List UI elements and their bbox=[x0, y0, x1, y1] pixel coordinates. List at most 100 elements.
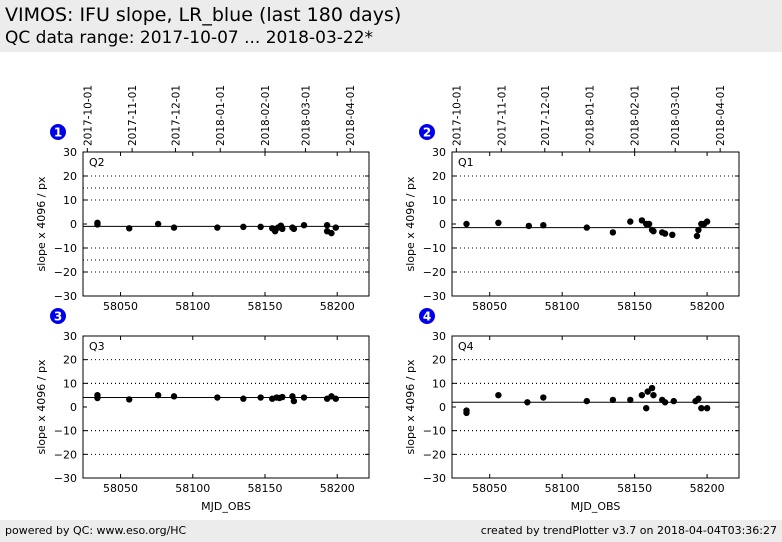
x-tick-label: 58150 bbox=[248, 300, 283, 313]
y-tick-label: −20 bbox=[54, 266, 77, 279]
y-tick-label: 10 bbox=[63, 377, 77, 390]
data-point bbox=[332, 395, 339, 402]
x-tick-label: 58100 bbox=[545, 300, 580, 313]
y-axis-label: slope x 4096 / px bbox=[35, 359, 48, 454]
data-point bbox=[650, 228, 657, 235]
data-point bbox=[695, 395, 702, 402]
date-tick-label: 2018-02-01 bbox=[260, 85, 272, 146]
y-axis-label: slope x 4096 / px bbox=[404, 176, 417, 271]
y-tick-label: 0 bbox=[70, 218, 77, 231]
data-point bbox=[328, 229, 335, 237]
y-tick-label: −10 bbox=[54, 242, 77, 255]
y-tick-label: −30 bbox=[423, 472, 446, 485]
x-tick-label: 58100 bbox=[175, 482, 210, 495]
y-tick-label: −30 bbox=[423, 290, 446, 303]
data-point bbox=[698, 404, 705, 412]
data-point bbox=[300, 222, 308, 229]
x-tick-label: 58200 bbox=[320, 482, 355, 495]
date-tick-label: 2017-10-01 bbox=[82, 85, 94, 146]
data-point bbox=[463, 409, 470, 417]
date-tick-label: 2017-12-01 bbox=[170, 85, 182, 146]
data-point bbox=[609, 396, 617, 404]
data-point bbox=[638, 217, 646, 224]
x-axis-label: MJD_OBS bbox=[201, 500, 251, 513]
data-point bbox=[693, 232, 701, 240]
y-tick-label: −30 bbox=[54, 290, 77, 303]
panel-label: Q4 bbox=[458, 340, 474, 353]
x-tick-label: 58200 bbox=[320, 300, 355, 313]
y-tick-label: −10 bbox=[423, 242, 446, 255]
date-tick-label: 2018-01-01 bbox=[215, 85, 227, 146]
date-tick-label: 2018-03-01 bbox=[300, 85, 312, 146]
y-tick-label: 0 bbox=[70, 401, 77, 414]
date-tick-label: 2018-02-01 bbox=[630, 85, 642, 146]
data-point bbox=[643, 404, 650, 412]
data-point bbox=[170, 224, 178, 231]
data-point bbox=[126, 225, 133, 232]
date-tick-label: 2017-11-01 bbox=[496, 85, 508, 146]
data-point bbox=[703, 404, 711, 412]
panel-badge-number: 3 bbox=[54, 310, 62, 324]
data-point bbox=[638, 391, 646, 399]
data-point bbox=[495, 219, 502, 226]
data-point bbox=[257, 223, 264, 231]
date-tick-label: 2017-10-01 bbox=[451, 85, 463, 146]
data-point bbox=[290, 397, 298, 405]
y-tick-label: 20 bbox=[432, 170, 446, 183]
x-tick-label: 58150 bbox=[248, 482, 283, 495]
panel-label: Q2 bbox=[89, 156, 105, 169]
data-point bbox=[94, 221, 101, 228]
data-point bbox=[661, 230, 669, 237]
x-tick-label: 58050 bbox=[472, 482, 507, 495]
footer-credit: powered by QC: www.eso.org/HC bbox=[5, 524, 187, 537]
x-tick-label: 58200 bbox=[690, 482, 725, 495]
data-point bbox=[214, 224, 221, 231]
data-point bbox=[240, 223, 247, 231]
panel-label: Q3 bbox=[89, 340, 105, 353]
footer-bar: powered by QC: www.eso.org/HC created by… bbox=[0, 520, 782, 542]
y-tick-label: 0 bbox=[439, 401, 446, 414]
data-point bbox=[495, 391, 502, 399]
data-point bbox=[525, 222, 533, 230]
panel-label: Q1 bbox=[458, 156, 474, 169]
panel-badge bbox=[50, 308, 66, 324]
x-tick-label: 58050 bbox=[103, 300, 138, 313]
y-tick-label: 0 bbox=[439, 218, 446, 231]
data-point bbox=[627, 218, 634, 225]
x-tick-label: 58100 bbox=[545, 482, 580, 495]
plot-frame bbox=[82, 335, 370, 479]
x-tick-label: 58150 bbox=[617, 300, 652, 313]
y-tick-label: 20 bbox=[63, 354, 77, 367]
y-axis-label: slope x 4096 / px bbox=[35, 176, 48, 271]
x-tick-label: 58050 bbox=[472, 300, 507, 313]
data-point bbox=[332, 224, 339, 231]
y-tick-label: −20 bbox=[54, 448, 77, 461]
x-tick-label: 58200 bbox=[690, 300, 725, 313]
date-tick-label: 2017-12-01 bbox=[540, 85, 552, 146]
data-point bbox=[300, 394, 308, 401]
header-bar: VIMOS: IFU slope, LR_blue (last 180 days… bbox=[0, 0, 782, 52]
data-point bbox=[170, 393, 178, 400]
y-tick-label: 30 bbox=[63, 146, 77, 159]
y-tick-label: −10 bbox=[423, 425, 446, 438]
footer-generator: created by trendPlotter v3.7 on 2018-04-… bbox=[480, 524, 777, 537]
panel-badge bbox=[50, 124, 66, 140]
data-point bbox=[154, 391, 162, 399]
data-point bbox=[257, 394, 264, 401]
data-point bbox=[323, 222, 331, 229]
data-point bbox=[627, 396, 634, 404]
data-point bbox=[126, 396, 133, 403]
date-tick-label: 2017-11-01 bbox=[127, 85, 139, 146]
data-point bbox=[279, 225, 286, 232]
y-tick-label: −10 bbox=[54, 425, 77, 438]
date-tick-label: 2018-04-01 bbox=[345, 85, 357, 146]
date-tick-label: 2018-03-01 bbox=[670, 85, 682, 146]
date-tick-label: 2018-04-01 bbox=[715, 85, 727, 146]
y-tick-label: −20 bbox=[423, 448, 446, 461]
data-point bbox=[290, 225, 298, 232]
data-point bbox=[695, 226, 702, 234]
x-tick-label: 58100 bbox=[175, 300, 210, 313]
data-point bbox=[645, 220, 653, 228]
data-point bbox=[670, 397, 677, 405]
